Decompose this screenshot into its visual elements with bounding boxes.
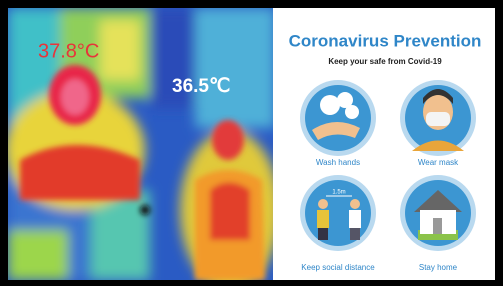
item-label: Wash hands — [316, 158, 360, 167]
poster-subtitle: Keep your safe from Covid-19 — [328, 57, 442, 66]
item-label: Wear mask — [418, 158, 459, 167]
icon-wear-mask — [400, 80, 476, 156]
icon-social-distance — [300, 175, 376, 251]
temperature-reading: 37.8°C — [38, 40, 99, 62]
item-label: Keep social distance — [301, 263, 375, 272]
icon-stay-home — [400, 175, 476, 251]
item-label: Stay home — [419, 263, 458, 272]
temperature-reading: 36.5℃ — [172, 76, 230, 97]
distance-label: 1.5m — [332, 190, 345, 196]
poster-title: Coronavirus Prevention — [289, 31, 482, 50]
icon-wash-hands — [300, 80, 376, 156]
page: 37.8°C 36.5℃ Coronavirus Prevention Keep… — [0, 0, 503, 286]
composite-image: 37.8°C 36.5℃ Coronavirus Prevention Keep… — [0, 0, 503, 286]
